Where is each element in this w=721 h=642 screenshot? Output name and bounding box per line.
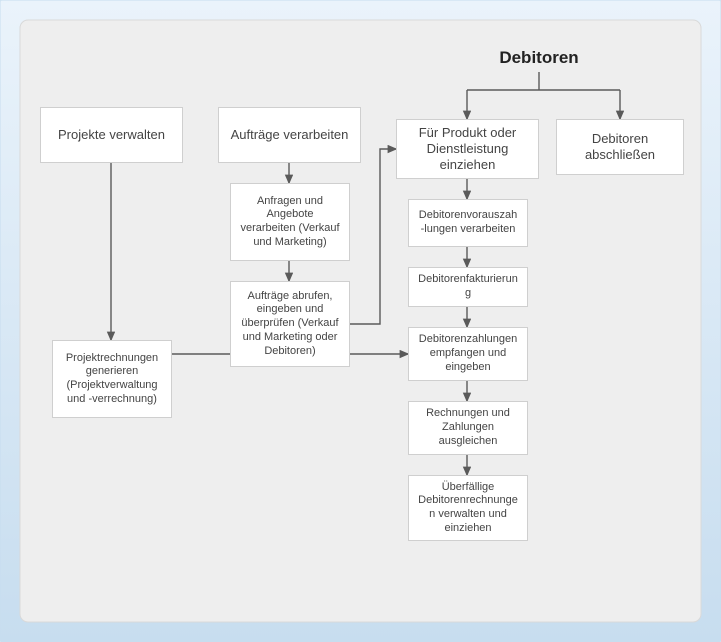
node-label-fuer-produkt: Für Produkt oder Dienstleistung einziehe… <box>405 125 530 174</box>
node-label-debitoren-abschl: Debitoren abschließen <box>565 131 675 164</box>
node-auftraege: Aufträge verarbeiten <box>218 107 361 163</box>
edge <box>350 149 396 324</box>
node-label-fakturierung: Debitorenfakturierung <box>417 273 519 301</box>
node-label-ueberfaellige: Überfällige Debitorenrechnungen verwalte… <box>417 481 519 536</box>
diagram-outer: Debitoren Projekte verwalten Aufträge ver… <box>0 0 721 642</box>
node-auftraege-abruf: Aufträge abrufen, eingeben und überprüfe… <box>230 281 350 367</box>
diagram-title-label: Debitoren <box>457 47 621 68</box>
node-vorauszahl: Debitorenvorauszah-lungen verarbeiten <box>408 199 528 247</box>
diagram-title: Debitoren <box>449 44 629 72</box>
node-label-zahlungen-empf: Debitorenzahlungen empfangen und eingebe… <box>417 333 519 374</box>
node-debitoren-abschl: Debitoren abschließen <box>556 119 684 175</box>
node-label-auftraege: Aufträge verarbeiten <box>227 127 352 143</box>
node-fakturierung: Debitorenfakturierung <box>408 267 528 307</box>
node-label-vorauszahl: Debitorenvorauszah-lungen verarbeiten <box>417 209 519 237</box>
node-zahlungen-empf: Debitorenzahlungen empfangen und eingebe… <box>408 327 528 381</box>
node-ausgleichen: Rechnungen und Zahlungen ausgleichen <box>408 401 528 455</box>
node-proj-verwalten: Projekte verwalten <box>40 107 183 163</box>
node-label-ausgleichen: Rechnungen und Zahlungen ausgleichen <box>417 407 519 448</box>
node-label-proj-verwalten: Projekte verwalten <box>49 127 174 143</box>
node-label-projektrech: Projektrechnungen generieren (Projektver… <box>61 352 163 407</box>
node-label-anfragen: Anfragen und Angebote verarbeiten (Verka… <box>239 195 341 250</box>
node-anfragen: Anfragen und Angebote verarbeiten (Verka… <box>230 183 350 261</box>
node-fuer-produkt: Für Produkt oder Dienstleistung einziehe… <box>396 119 539 179</box>
diagram-canvas <box>0 0 721 642</box>
node-label-auftraege-abruf: Aufträge abrufen, eingeben und überprüfe… <box>239 290 341 359</box>
node-projektrech: Projektrechnungen generieren (Projektver… <box>52 340 172 418</box>
node-ueberfaellige: Überfällige Debitorenrechnungen verwalte… <box>408 475 528 541</box>
